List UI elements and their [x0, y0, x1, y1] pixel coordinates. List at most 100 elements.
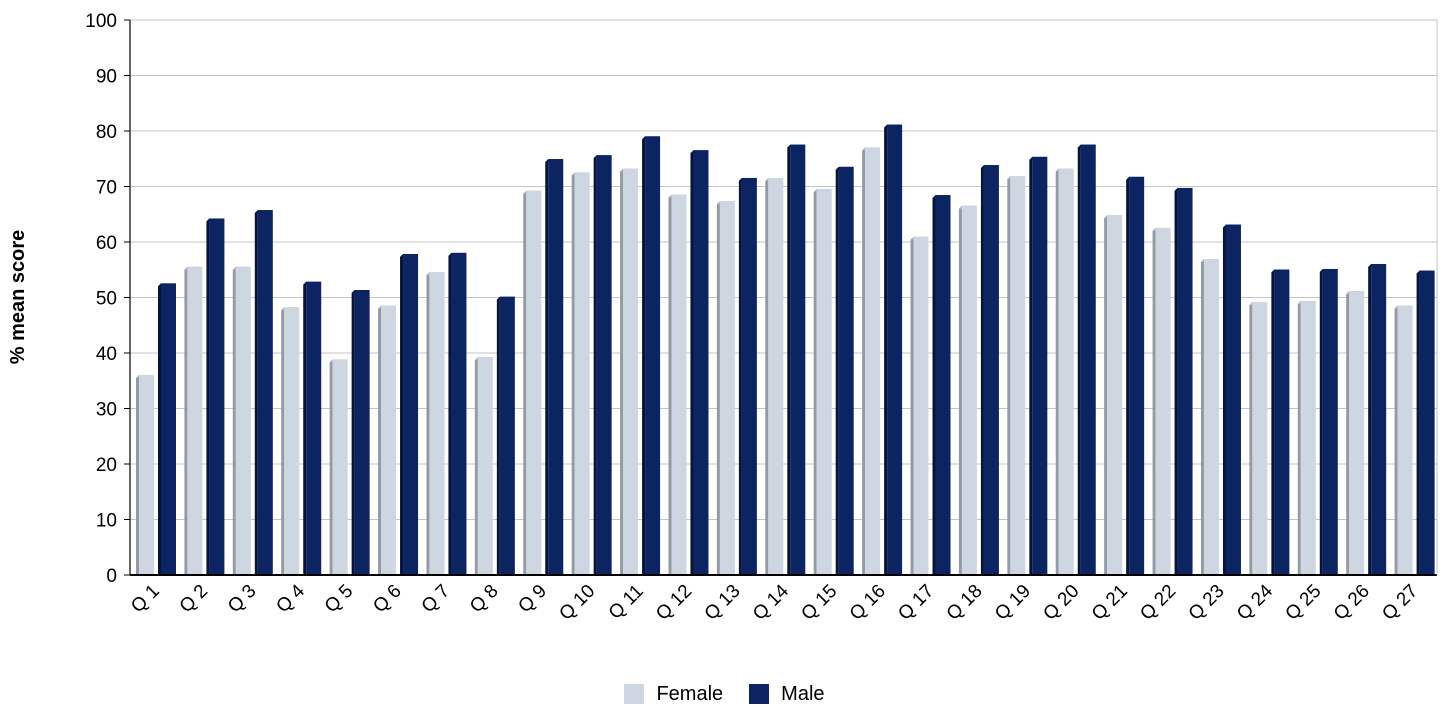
y-tick-label: 0 [106, 566, 117, 587]
x-tick-label: Q 21 [1088, 581, 1132, 625]
legend-item-male: Male [749, 682, 825, 706]
bar-female-5 [329, 359, 348, 575]
bar-female-21 [1104, 215, 1123, 575]
y-tick-label: 70 [96, 178, 117, 199]
bar-female-11 [620, 168, 639, 575]
bar-male-3 [254, 210, 273, 575]
y-tick-label: 40 [96, 344, 117, 365]
x-tick-label: Q 14 [749, 580, 793, 624]
legend-swatch-female [624, 684, 645, 704]
bar-male-21 [1126, 176, 1145, 575]
bar-female-17 [910, 236, 929, 575]
x-tick-label: Q 17 [894, 581, 938, 625]
x-tick-label: Q 6 [369, 581, 406, 618]
bar-male-1 [158, 283, 176, 575]
legend-label-male: Male [781, 682, 825, 705]
bar-female-3 [232, 266, 251, 575]
y-tick-label: 90 [96, 67, 117, 88]
bar-male-8 [496, 296, 515, 575]
bar-male-20 [1077, 144, 1096, 575]
x-tick-label: Q 11 [605, 581, 648, 624]
bar-male-7 [448, 252, 467, 575]
x-tick-label: Q 3 [224, 581, 261, 618]
bar-male-27 [1416, 270, 1435, 575]
bar-male-11 [642, 136, 661, 575]
bar-female-12 [668, 194, 687, 575]
x-tick-label: Q 13 [701, 581, 745, 625]
bar-male-12 [690, 150, 709, 575]
x-tick-label: Q 1 [127, 581, 164, 618]
x-tick-label: Q 20 [1039, 581, 1083, 625]
x-tick-label: Q 15 [797, 581, 841, 625]
bar-male-6 [400, 253, 419, 576]
x-tick-label: Q 8 [466, 581, 503, 618]
bar-female-8 [474, 357, 493, 575]
legend-item-female: Female [624, 683, 723, 706]
bar-female-24 [1249, 302, 1268, 575]
bar-male-16 [884, 124, 903, 576]
bar-male-2 [206, 218, 225, 575]
x-tick-label: Q 9 [514, 581, 551, 618]
x-tick-label: Q 22 [1136, 581, 1180, 625]
legend-swatch-male [749, 684, 770, 704]
bar-female-4 [281, 307, 300, 575]
x-tick-label: Q 4 [272, 580, 309, 617]
y-tick-label: 20 [96, 455, 117, 476]
bar-female-26 [1346, 291, 1365, 575]
x-tick-label: Q 26 [1330, 581, 1374, 625]
y-tick-label: 30 [96, 400, 117, 421]
x-tick-label: Q 7 [418, 581, 455, 618]
bar-male-24 [1271, 269, 1290, 575]
bar-male-15 [835, 166, 854, 575]
bar-male-26 [1368, 263, 1387, 575]
legend: Female Male [0, 680, 1449, 708]
x-tick-label: Q 18 [943, 581, 987, 625]
bar-female-22 [1152, 227, 1171, 575]
y-tick-label: 100 [85, 11, 117, 32]
y-axis-ticks: 0 10 20 30 40 50 60 70 80 90 100 [85, 11, 130, 587]
bar-female-6 [378, 305, 397, 575]
x-tick-label: Q 10 [555, 581, 599, 625]
bar-female-1 [136, 374, 154, 575]
bar-chart: % mean score 0 10 20 30 40 50 60 70 80 90 100 Q 1 Q… [7, 11, 1438, 625]
bar-male-5 [351, 290, 370, 575]
bar-female-27 [1394, 305, 1413, 575]
bar-male-13 [738, 177, 757, 575]
bar-female-7 [426, 272, 445, 575]
bar-male-17 [932, 195, 951, 575]
bar-male-9 [545, 159, 564, 575]
bar-female-16 [862, 147, 881, 576]
x-tick-label: Q 16 [846, 581, 890, 625]
y-tick-label: 60 [96, 233, 117, 254]
bar-female-2 [184, 266, 203, 575]
y-tick-label: 50 [96, 289, 117, 310]
bar-female-13 [716, 201, 735, 575]
x-tick-label: Q 27 [1378, 581, 1422, 625]
bar-male-22 [1174, 187, 1193, 575]
bar-male-18 [980, 165, 999, 575]
bar-female-20 [1055, 168, 1074, 575]
bar-female-19 [1007, 176, 1026, 575]
y-tick-label: 10 [96, 511, 117, 532]
bar-female-10 [571, 172, 590, 575]
y-tick-label: 80 [96, 122, 117, 143]
legend-label-female: Female [656, 682, 724, 705]
x-tick-label: Q 23 [1185, 581, 1229, 625]
bars [136, 124, 1435, 576]
bar-male-25 [1319, 268, 1338, 575]
bar-female-14 [765, 177, 784, 575]
y-axis-title: % mean score [7, 230, 29, 365]
bar-female-23 [1200, 258, 1219, 575]
x-tick-label: Q 24 [1233, 580, 1277, 624]
bar-male-19 [1029, 156, 1048, 576]
x-tick-label: Q 2 [176, 581, 213, 618]
x-tick-label: Q 19 [991, 581, 1035, 625]
bar-male-23 [1222, 224, 1241, 575]
bar-male-4 [303, 281, 322, 575]
axes [129, 20, 1438, 576]
bar-male-10 [593, 155, 612, 575]
gridlines [130, 19, 1437, 520]
bar-female-25 [1297, 301, 1316, 575]
bar-male-14 [787, 144, 806, 575]
